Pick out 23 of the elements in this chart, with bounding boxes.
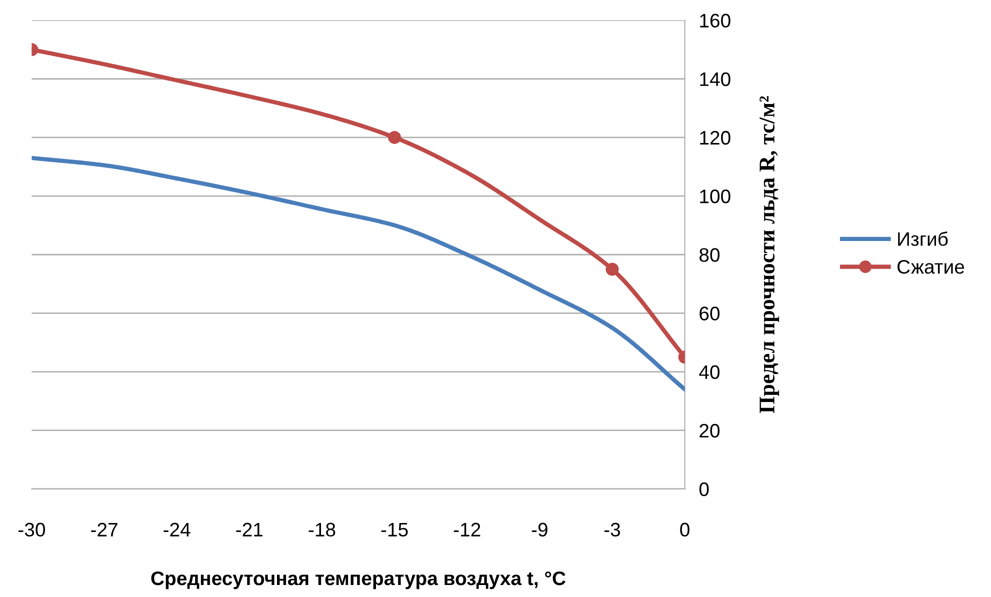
y-tick-label: 40	[699, 365, 720, 380]
x-tick-label: -27	[91, 522, 118, 536]
x-tick-label: -24	[164, 522, 190, 536]
y-tick-label: 140	[700, 72, 730, 86]
x-tick-label: 0	[680, 522, 690, 537]
x-tick-label: -15	[381, 522, 408, 537]
x-tick-label: -9	[532, 522, 548, 537]
y-tick-label: 120	[700, 130, 730, 145]
y-tick-label: 60	[700, 306, 720, 320]
y-tick-label: 20	[700, 424, 720, 438]
x-tick-label: -18	[308, 522, 336, 537]
y-tick-label: 0	[699, 482, 709, 496]
x-axis-title: Среднесуточная температура воздуха t, °C	[151, 571, 566, 590]
y-tick-label: 80	[700, 248, 720, 262]
y-axis-title: Предел прочности льда R, тс/м²	[760, 96, 780, 414]
y-tick-label: 100	[700, 190, 730, 204]
x-tick-label: -30	[18, 522, 46, 537]
x-tick-label: -3	[604, 522, 620, 537]
y-tick-label: 160	[700, 14, 730, 28]
legend-label: Изгиб	[898, 231, 948, 246]
x-tick-label: -21	[236, 522, 263, 536]
legend-label: Сжатие	[898, 260, 964, 274]
x-tick-label: -12	[454, 522, 480, 536]
